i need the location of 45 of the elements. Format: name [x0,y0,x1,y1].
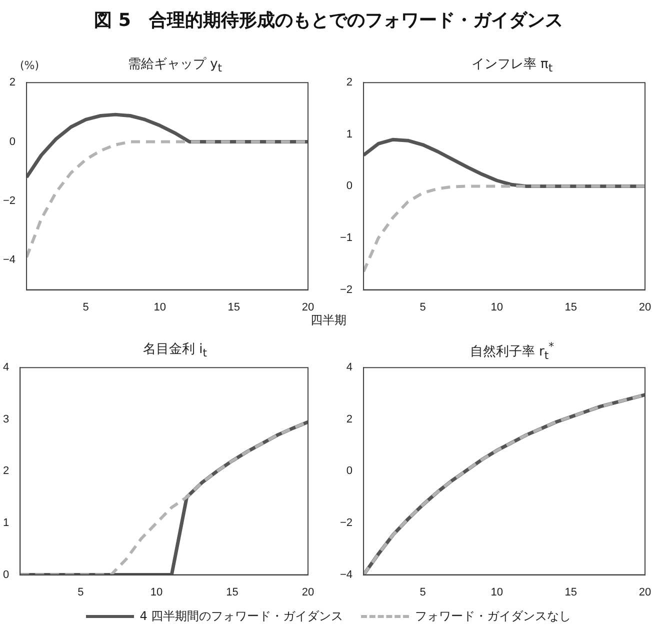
y-tick-label: 0 [346,180,353,192]
legend-label: 4 四半期間のフォワード・ガイダンス [140,608,344,625]
x-tick-label: 5 [78,586,84,598]
x-tick-label: 10 [490,301,503,314]
x-tick-label: 15 [226,586,238,598]
chart-title: 需給ギャップ y$_{t}$ [128,57,222,75]
chart-title: 名目金利 i$_{t}$ [142,341,208,360]
x-tick-label: 5 [420,301,426,314]
y-tick-label: 2 [2,465,10,478]
y-tick-label: 3 [2,413,10,426]
y-tick-label: 4 [346,362,353,374]
line-series [364,184,645,274]
x-tick-label: 5 [420,586,426,598]
legend-label: フォワード・ガイダンスなし [415,608,572,625]
y-tick-label: 2 [346,413,353,426]
x-tick-label: 20 [638,301,652,314]
y-tick-label: 0 [9,136,16,148]
y-tick-label: −4 [340,568,353,581]
x-tick-label: 10 [154,301,166,314]
y-tick-label: 2 [9,76,16,89]
x-tick-label: 5 [82,301,89,314]
y-tick-label: 4 [2,362,10,374]
y-tick-label: 2 [346,76,353,89]
x-tick-label: 15 [564,301,578,314]
x-tick-label: 10 [150,586,163,598]
y-tick-label: −2 [2,195,16,208]
chart-title: インフレ率 π$_{t}$ [470,56,554,75]
y-tick-label: 0 [346,465,353,478]
y-tick-label: −4 [2,254,16,266]
y-tick-label: −2 [340,517,353,530]
y-tick-label: 0 [2,568,10,581]
y-tick-label: −2 [340,284,353,296]
y-tick-label: 1 [346,128,353,140]
x-tick-label: 15 [228,301,240,314]
x-tick-label: 15 [564,586,578,598]
y-tick-label: −1 [340,232,353,244]
x-tick-label: 20 [302,586,314,598]
x-axis-title: 四半期 [310,312,348,329]
line-series [26,140,308,259]
y-axis-title: (%) [20,59,40,72]
caption: 図 5 合理的期待形成のもとでのフォワード・ガイダンス [93,9,564,32]
x-tick-label: 10 [490,586,503,598]
x-tick-label: 20 [638,586,652,598]
x-tick-label: 20 [302,301,314,314]
y-tick-label: 1 [2,517,10,530]
